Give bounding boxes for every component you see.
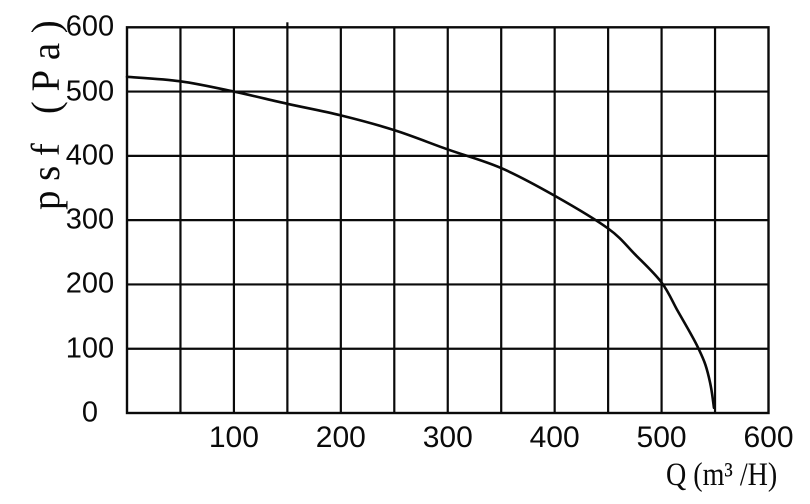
y-tick-label: 600	[65, 10, 115, 43]
y-tick-label: 200	[65, 267, 115, 300]
y-tick-label: 0	[81, 396, 99, 429]
x-tick-label: 400	[529, 420, 580, 454]
pq-curve	[125, 75, 716, 410]
y-tick-label: 400	[65, 139, 115, 172]
x-tick-label: 100	[208, 420, 259, 454]
y-axis-title: psf (Pa)	[23, 10, 68, 211]
plot-border	[125, 26, 770, 415]
y-tick-label: 500	[65, 75, 115, 108]
x-tick-label: 500	[636, 420, 687, 454]
x-tick-label: 300	[422, 420, 473, 454]
y-tick-label: 300	[65, 203, 115, 236]
x-tick-label: 200	[315, 420, 366, 454]
x-axis-title: Q (m³ /H)	[666, 457, 778, 493]
x-tick-label: 600	[743, 420, 794, 454]
grid-lines	[127, 27, 769, 413]
y-tick-label: 100	[65, 332, 115, 365]
